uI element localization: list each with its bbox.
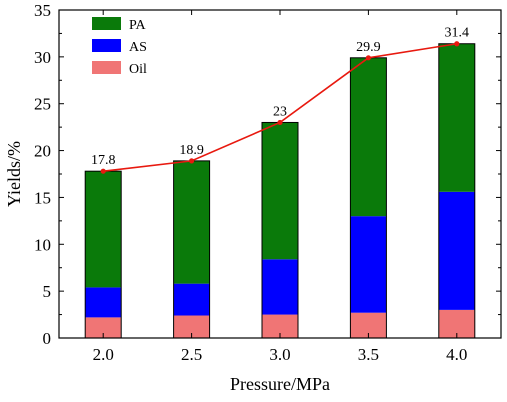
- x-tick-label-4.0: 4.0: [446, 345, 467, 364]
- x-tick-label-2.5: 2.5: [181, 345, 202, 364]
- y-tick-label-5: 5: [43, 282, 52, 301]
- total-point-3.5: [365, 55, 371, 61]
- data-label-4.0: 31.4: [445, 26, 470, 41]
- bar-oil-2.0: [85, 317, 122, 338]
- x-tick-label-3.5: 3.5: [358, 345, 379, 364]
- bar-pa-2.5: [173, 160, 210, 284]
- bar-as-2.0: [85, 287, 122, 318]
- legend-label-pa: PA: [129, 18, 147, 33]
- legend-swatch-oil: [92, 61, 121, 74]
- bar-as-3.5: [350, 216, 387, 313]
- y-tick-label-25: 25: [34, 95, 51, 114]
- data-label-2.0: 17.8: [91, 153, 116, 168]
- data-label-3.5: 29.9: [356, 40, 381, 55]
- y-tick-label-20: 20: [34, 142, 51, 161]
- axes-layer: 0 5 10 15 20 25 30 35 2.0 2.5 3.0 3.5 4.0: [34, 1, 502, 364]
- y-axis-title: Yields/%: [4, 141, 24, 207]
- y-tick-label-30: 30: [34, 48, 51, 67]
- bars-layer: [84, 43, 476, 339]
- bar-pa-3.5: [350, 57, 387, 217]
- bar-as-2.5: [173, 283, 210, 316]
- total-point-3.0: [277, 119, 283, 126]
- legend-swatch-as: [92, 39, 121, 52]
- bar-as-3.0: [262, 259, 298, 315]
- bar-pa-2.0: [85, 171, 122, 288]
- bar-pa-3.0: [262, 122, 298, 260]
- data-label-3.0: 23: [273, 104, 287, 119]
- x-axis-title: Pressure/MPa: [230, 374, 330, 394]
- x-tick-label-3.0: 3.0: [269, 345, 290, 364]
- bar-as-4.0: [438, 191, 475, 310]
- legend-label-oil: Oil: [129, 62, 147, 77]
- legend-label-as: AS: [129, 40, 147, 55]
- total-line-layer: [100, 41, 460, 174]
- bar-pa-4.0: [438, 43, 475, 192]
- data-label-2.5: 18.9: [179, 143, 204, 158]
- x-tick-label-2.0: 2.0: [93, 345, 114, 364]
- y-tick-label-15: 15: [34, 188, 51, 207]
- total-point-2.0: [100, 168, 106, 174]
- total-point-2.5: [189, 158, 195, 164]
- y-tick-label-35: 35: [34, 1, 51, 20]
- y-tick-label-10: 10: [34, 235, 51, 254]
- legend-swatch-pa: [92, 17, 121, 30]
- y-tick-label-0: 0: [43, 329, 52, 348]
- bar-oil-2.5: [173, 315, 210, 338]
- bar-oil-3.0: [262, 314, 298, 338]
- legend: PA AS Oil: [92, 17, 147, 77]
- data-labels-layer: 17.8 18.9 23 29.9 31.4: [91, 26, 469, 168]
- total-point-4.0: [454, 41, 460, 47]
